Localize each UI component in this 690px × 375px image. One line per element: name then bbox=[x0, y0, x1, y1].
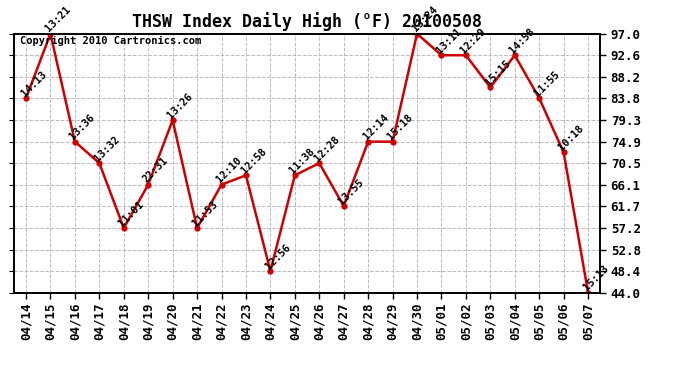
Text: 12:28: 12:28 bbox=[312, 134, 342, 163]
Text: 12:56: 12:56 bbox=[264, 242, 293, 271]
Text: 13:55: 13:55 bbox=[337, 177, 366, 206]
Text: 11:55: 11:55 bbox=[532, 69, 561, 98]
Text: 12:14: 12:14 bbox=[361, 112, 391, 142]
Title: THSW Index Daily High (°F) 20100508: THSW Index Daily High (°F) 20100508 bbox=[132, 12, 482, 31]
Text: 13:11: 13:11 bbox=[435, 26, 464, 55]
Text: 11:53: 11:53 bbox=[190, 199, 219, 228]
Text: 22:31: 22:31 bbox=[141, 156, 170, 184]
Text: 11:38: 11:38 bbox=[288, 146, 317, 176]
Text: 11:01: 11:01 bbox=[117, 199, 146, 228]
Text: 15:15: 15:15 bbox=[483, 58, 513, 87]
Text: 12:29: 12:29 bbox=[459, 26, 488, 55]
Text: 13:36: 13:36 bbox=[68, 112, 97, 142]
Text: 13:21: 13:21 bbox=[43, 4, 72, 34]
Text: 12:10: 12:10 bbox=[215, 156, 244, 184]
Text: 13:32: 13:32 bbox=[92, 134, 121, 163]
Text: 10:18: 10:18 bbox=[557, 123, 586, 152]
Text: 15:18: 15:18 bbox=[386, 112, 415, 142]
Text: Copyright 2010 Cartronics.com: Copyright 2010 Cartronics.com bbox=[19, 36, 201, 46]
Text: 12:58: 12:58 bbox=[239, 146, 268, 176]
Text: 13:24: 13:24 bbox=[410, 4, 439, 34]
Text: 15:13: 15:13 bbox=[581, 263, 610, 292]
Text: 14:58: 14:58 bbox=[508, 26, 537, 55]
Text: 13:26: 13:26 bbox=[166, 91, 195, 120]
Text: 14:13: 14:13 bbox=[19, 69, 48, 98]
